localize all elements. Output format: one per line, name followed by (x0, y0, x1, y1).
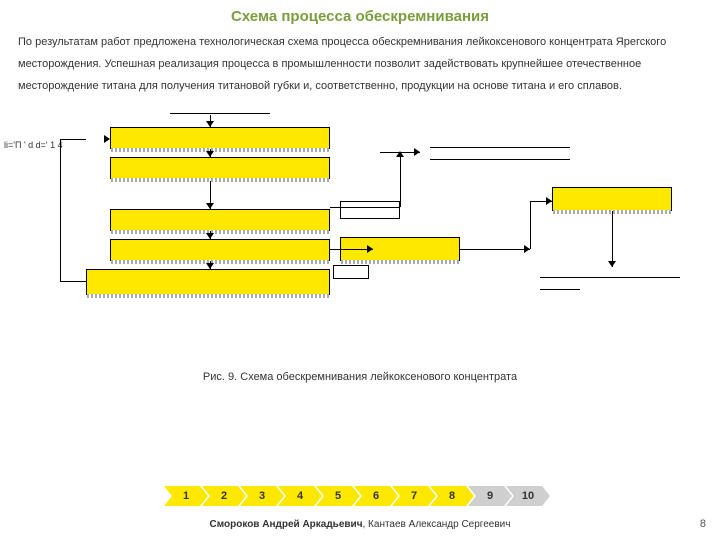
figure-caption: Рис. 9. Схема обескремнивания лейкоксено… (0, 371, 720, 383)
pager-step[interactable]: 10 (506, 486, 550, 506)
flow-box-blank (333, 265, 369, 279)
page-title: Схема процесса обескремнивания (0, 0, 720, 25)
arrow-head-icon (206, 263, 214, 269)
arrow-head-icon (367, 245, 373, 253)
arrow-head-icon (206, 203, 214, 209)
arrow-head-icon (206, 151, 214, 157)
label-line (430, 159, 570, 160)
label-line (540, 289, 580, 290)
flow-box (86, 269, 330, 295)
progress-pager: 12345678910 (0, 486, 720, 506)
authors-line: Смороков Андрей Аркадьевич, Кантаев Алек… (0, 519, 720, 530)
connector-line (530, 201, 531, 249)
connector-line (612, 211, 613, 267)
arrow-head-icon (608, 261, 616, 267)
connector-line (460, 249, 530, 250)
arrow-head-icon (546, 197, 552, 205)
label-line (540, 277, 680, 278)
author-primary: Смороков Андрей Аркадьевич (210, 519, 363, 530)
connector-line (330, 207, 400, 208)
author-secondary: , Кантаев Александр Сергеевич (363, 519, 511, 530)
page-number: 8 (700, 518, 706, 530)
label-line (170, 113, 270, 114)
body-paragraph: По результатам работ предложена технолог… (0, 25, 720, 97)
connector-line (400, 157, 401, 207)
arrow-head-icon (206, 121, 214, 127)
arrow-head-icon (206, 233, 214, 239)
arrow-head-icon (396, 151, 404, 157)
flow-diagram (0, 97, 720, 367)
connector-line (60, 281, 86, 282)
flow-box (110, 157, 330, 179)
label-line (430, 147, 570, 148)
connector-line (60, 139, 61, 281)
flow-box (110, 239, 330, 261)
flow-box (552, 187, 672, 211)
arrow-head-icon (414, 148, 420, 156)
arrow-head-icon (104, 135, 110, 143)
flow-box-blank (340, 201, 400, 219)
flow-box (110, 209, 330, 231)
connector-line (60, 139, 86, 140)
flow-box (110, 127, 330, 149)
